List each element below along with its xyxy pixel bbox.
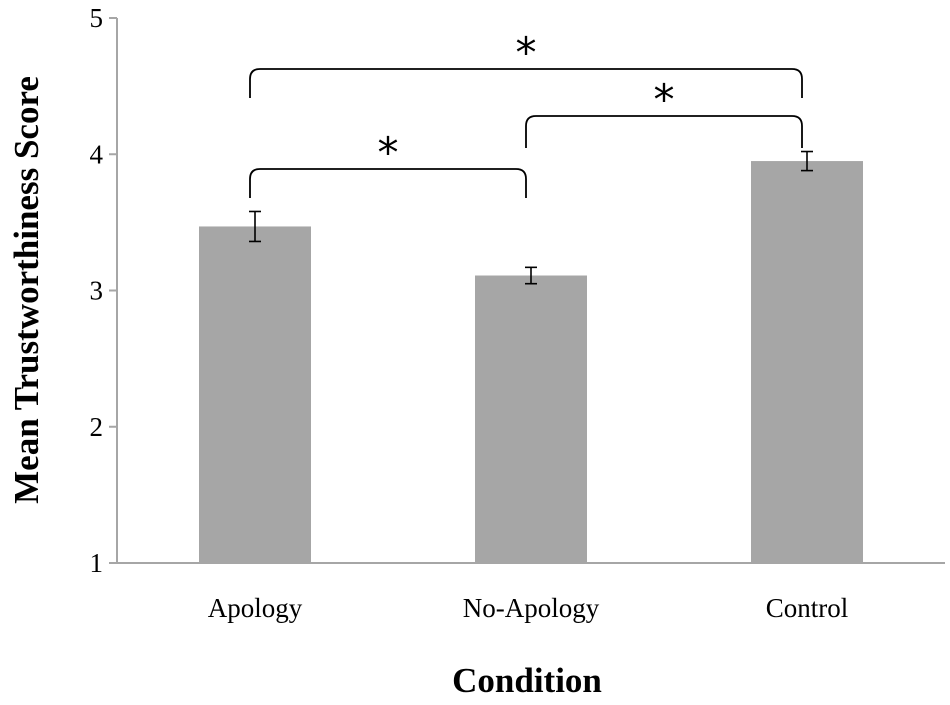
- bar-control: [751, 161, 863, 563]
- x-tick-label: No-Apology: [463, 593, 600, 623]
- significance-star: *: [654, 75, 675, 124]
- y-tick-label: 2: [90, 412, 104, 442]
- x-tick-label: Control: [766, 593, 849, 623]
- y-tick-label: 4: [90, 139, 104, 169]
- significance-star: *: [378, 128, 399, 177]
- error-bars: [249, 150, 813, 285]
- bar-apology: [199, 226, 311, 563]
- bars: [199, 161, 863, 563]
- y-tick-label: 3: [90, 276, 104, 306]
- y-tick-label: 1: [90, 548, 104, 578]
- axes: 1 2 3 4 5 Apology No-Apology Control: [90, 3, 945, 623]
- y-tick-label: 5: [90, 3, 104, 33]
- significance-bracket: [525, 115, 803, 148]
- x-axis-title: Condition: [452, 661, 602, 700]
- y-axis-title: Mean Trustworthiness Score: [7, 76, 46, 504]
- significance-bracket: [249, 168, 527, 198]
- x-tick-label: Apology: [208, 593, 303, 623]
- significance-star: *: [516, 28, 537, 77]
- bar-no-apology: [475, 275, 587, 563]
- significance-brackets: * * *: [249, 28, 803, 198]
- significance-bracket: [249, 68, 803, 98]
